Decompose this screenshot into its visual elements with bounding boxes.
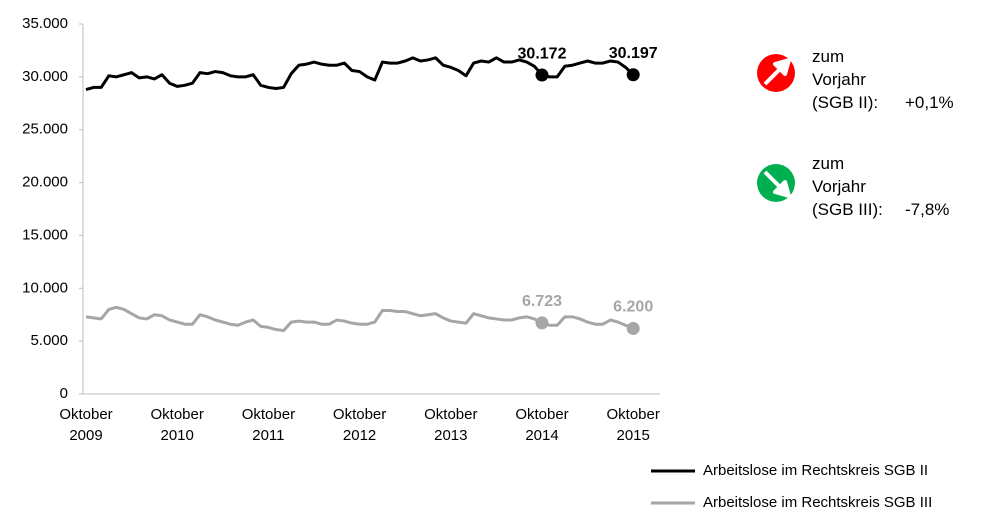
series-line — [85, 305, 634, 333]
x-tick-label: Oktober 2014 — [515, 406, 569, 444]
y-tick-label: 0 — [60, 385, 68, 402]
data-label: 6.200 — [613, 299, 653, 316]
legend-label: Arbeitslose im Rechtskreis SGB II — [703, 462, 928, 479]
data-label: 30.172 — [518, 45, 567, 62]
y-tick-label: 15.000 — [22, 226, 68, 243]
indicator-change: +0,1% — [905, 93, 954, 112]
y-tick-label: 30.000 — [22, 68, 68, 85]
indicator-text: zum Vorjahr (SGB II): — [812, 47, 879, 112]
up-icon — [757, 54, 795, 92]
data-label: 6.723 — [522, 293, 562, 310]
x-tick-label: Oktober 2013 — [424, 406, 478, 444]
y-tick-label: 5.000 — [30, 332, 68, 349]
x-tick-label: Oktober 2015 — [606, 406, 660, 444]
data-point — [535, 316, 549, 330]
indicator-text: zum Vorjahr (SGB III): — [812, 154, 883, 219]
y-tick-label: 10.000 — [22, 279, 68, 296]
indicator-change: -7,8% — [905, 200, 950, 219]
down-icon — [757, 164, 795, 202]
x-tick-label: Oktober 2009 — [59, 406, 113, 444]
x-tick-label: Oktober 2010 — [150, 406, 204, 444]
data-point — [626, 321, 640, 335]
x-tick-label: Oktober 2011 — [241, 406, 296, 444]
y-tick-label: 35.000 — [22, 15, 68, 32]
data-point — [535, 68, 549, 82]
y-tick-label: 20.000 — [22, 174, 68, 191]
y-tick-label: 25.000 — [22, 121, 68, 138]
data-point — [626, 68, 640, 82]
x-tick-label: Oktober 2012 — [332, 406, 387, 444]
series-line — [85, 56, 635, 91]
legend-label: Arbeitslose im Rechtskreis SGB III — [703, 494, 932, 511]
data-label: 30.197 — [609, 45, 658, 62]
